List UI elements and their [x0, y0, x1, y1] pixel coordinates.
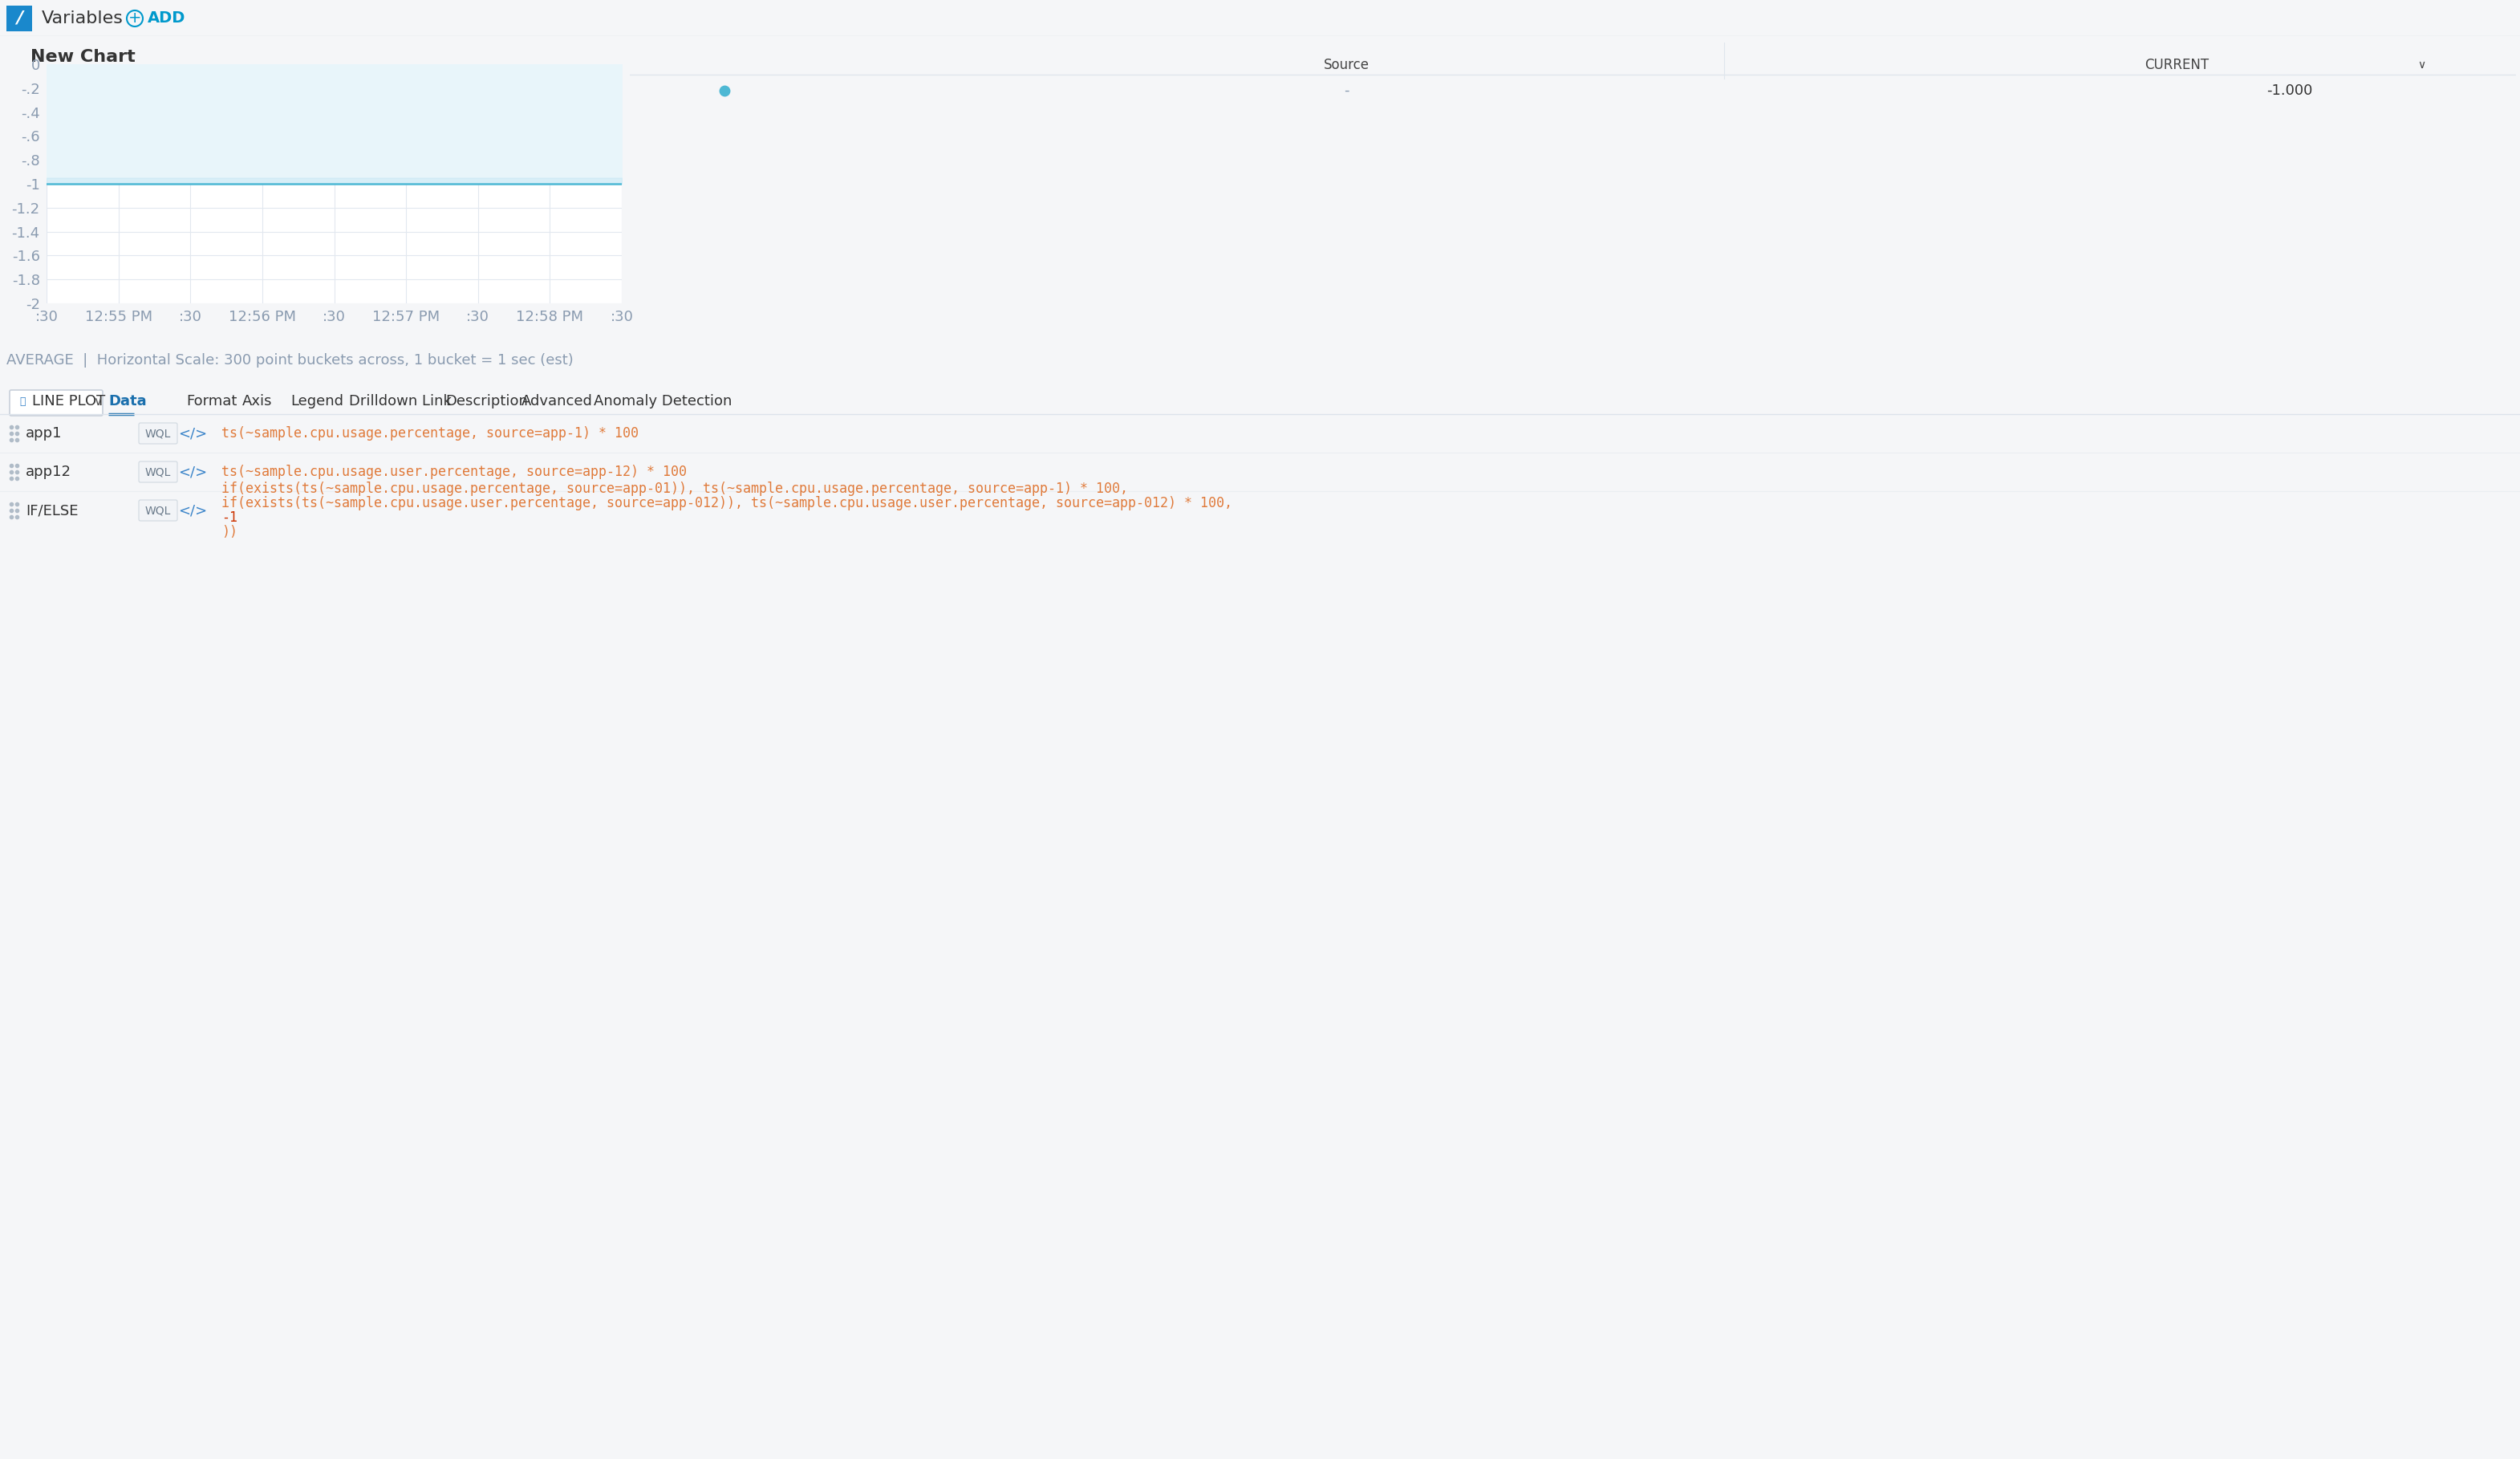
Text: -1.000: -1.000: [2265, 83, 2313, 98]
Text: Drilldown Link: Drilldown Link: [348, 394, 451, 409]
Text: IF/ELSE: IF/ELSE: [25, 503, 78, 518]
Text: if(exists(ts(~sample.cpu.usage.user.percentage, source=app-012)), ts(~sample.cpu: if(exists(ts(~sample.cpu.usage.user.perc…: [222, 496, 1232, 511]
Text: -: -: [1343, 83, 1348, 98]
Text: )): )): [222, 525, 237, 540]
Text: AVERAGE  |  Horizontal Scale: 300 point buckets across, 1 bucket = 1 sec (est): AVERAGE | Horizontal Scale: 300 point bu…: [8, 353, 575, 368]
Text: ts(~sample.cpu.usage.user.percentage, source=app-12) * 100: ts(~sample.cpu.usage.user.percentage, so…: [222, 464, 688, 479]
FancyBboxPatch shape: [139, 423, 176, 444]
Text: New Chart: New Chart: [30, 50, 136, 66]
Text: </>: </>: [179, 464, 207, 479]
Text: app12: app12: [25, 464, 71, 479]
Text: WQL: WQL: [146, 505, 171, 516]
Text: ∨: ∨: [93, 395, 101, 407]
Text: Advanced: Advanced: [522, 394, 592, 409]
Text: WQL: WQL: [146, 467, 171, 477]
Text: WQL: WQL: [146, 427, 171, 439]
Text: ts(~sample.cpu.usage.percentage, source=app-1) * 100: ts(~sample.cpu.usage.percentage, source=…: [222, 426, 638, 441]
Text: Variables: Variables: [43, 10, 123, 26]
FancyBboxPatch shape: [139, 500, 176, 521]
Text: ∨: ∨: [2417, 60, 2427, 70]
Text: CURRENT: CURRENT: [2145, 58, 2208, 73]
Text: </>: </>: [179, 503, 207, 518]
Text: -1: -1: [222, 511, 237, 525]
Text: +: +: [129, 10, 141, 26]
Text: Axis: Axis: [242, 394, 272, 409]
Text: Data: Data: [108, 394, 146, 409]
Text: /: /: [15, 10, 23, 26]
Text: Source: Source: [1323, 58, 1368, 73]
FancyBboxPatch shape: [8, 6, 33, 31]
Text: ADD: ADD: [149, 10, 186, 26]
Text: LINE PLOT: LINE PLOT: [33, 394, 106, 409]
FancyBboxPatch shape: [139, 461, 176, 483]
Text: Description: Description: [446, 394, 527, 409]
Text: </>: </>: [179, 426, 207, 441]
Text: ⬛: ⬛: [20, 395, 25, 407]
Text: if(exists(ts(~sample.cpu.usage.percentage, source=app-01)), ts(~sample.cpu.usage: if(exists(ts(~sample.cpu.usage.percentag…: [222, 481, 1129, 496]
Text: Format: Format: [186, 394, 237, 409]
Text: Legend: Legend: [290, 394, 343, 409]
Text: app1: app1: [25, 426, 63, 441]
Text: Anomaly Detection: Anomaly Detection: [595, 394, 731, 409]
FancyBboxPatch shape: [10, 390, 103, 416]
